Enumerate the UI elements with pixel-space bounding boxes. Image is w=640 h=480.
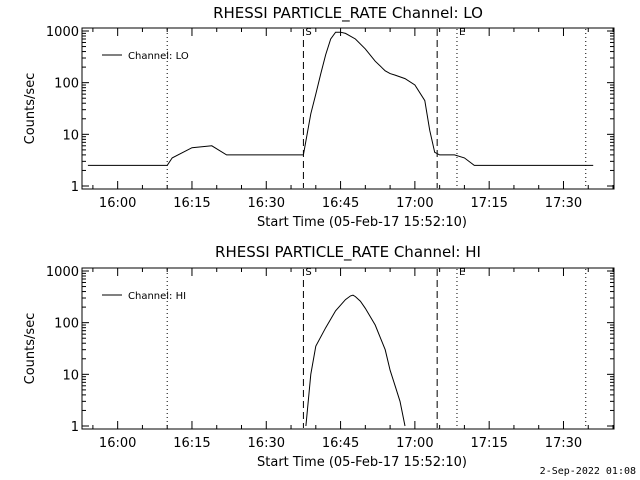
series-line <box>87 31 594 166</box>
chart-panel-lo: RHESSI PARTICLE_RATE Channel: LO Counts/s… <box>23 4 615 230</box>
x-tick-label: 17:15 <box>470 196 507 211</box>
chart-title: RHESSI PARTICLE_RATE Channel: HI <box>215 243 481 262</box>
x-tick-label: 16:30 <box>248 436 285 451</box>
x-tick-label: 16:15 <box>173 196 210 211</box>
y-tick-label: 1000 <box>46 25 79 40</box>
series-line <box>305 294 406 427</box>
y-tick-label: 1 <box>71 420 79 435</box>
x-axis-label: Start Time (05-Feb-17 15:52:10) <box>257 215 467 230</box>
legend-entry: Channel: HI <box>128 291 186 302</box>
x-tick-label: 16:30 <box>248 196 285 211</box>
marker-label: E <box>459 27 465 38</box>
marker-label: S <box>305 267 311 278</box>
y-tick-label: 1000 <box>46 265 79 280</box>
y-tick-label: 10 <box>62 368 79 383</box>
x-tick-label: 17:00 <box>396 196 433 211</box>
y-axis-label: Counts/sec <box>23 313 38 385</box>
x-tick-label: 16:00 <box>99 436 136 451</box>
x-tick-label: 16:45 <box>322 196 359 211</box>
y-tick-label: 10 <box>62 128 79 143</box>
y-axis-label: Counts/sec <box>23 73 38 145</box>
chart-panel-hi: RHESSI PARTICLE_RATE Channel: HI Counts/s… <box>23 243 615 470</box>
x-tick-label: 16:00 <box>99 196 136 211</box>
x-axis-label: Start Time (05-Feb-17 15:52:10) <box>257 455 467 470</box>
plot-frame <box>81 267 615 430</box>
y-tick-label: 1 <box>71 180 79 195</box>
x-tick-label: 17:30 <box>545 436 582 451</box>
date-stamp: 2-Sep-2022 01:08 <box>540 466 636 477</box>
x-tick-label: 16:15 <box>173 436 210 451</box>
x-tick-label: 17:15 <box>470 436 507 451</box>
marker-label: E <box>459 267 465 278</box>
legend-entry: Channel: LO <box>128 51 189 62</box>
y-tick-label: 100 <box>54 77 79 92</box>
x-tick-label: 17:30 <box>545 196 582 211</box>
x-tick-label: 17:00 <box>396 436 433 451</box>
x-tick-label: 16:45 <box>322 436 359 451</box>
plot-frame <box>81 27 615 190</box>
marker-label: S <box>305 27 311 38</box>
y-tick-label: 100 <box>54 317 79 332</box>
chart-title: RHESSI PARTICLE_RATE Channel: LO <box>213 4 483 23</box>
